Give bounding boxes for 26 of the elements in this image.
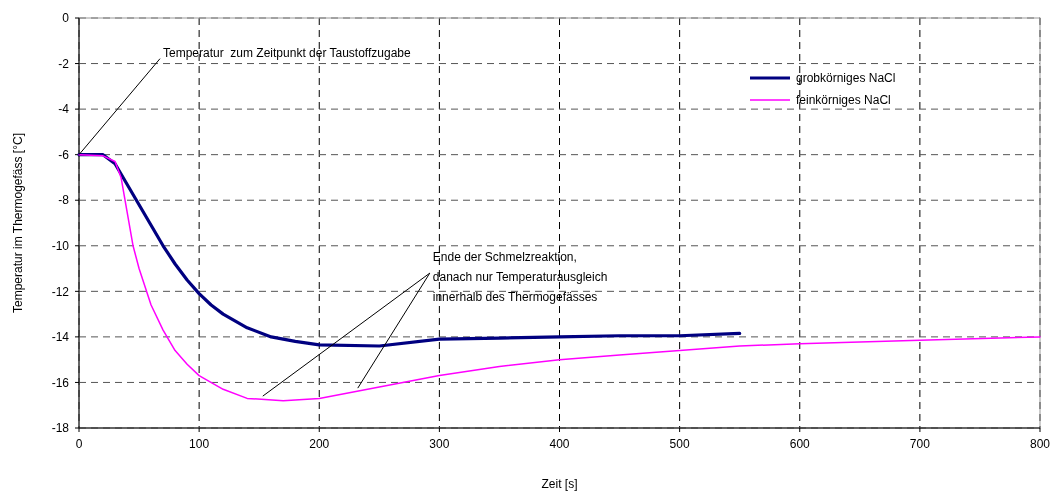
y-tick-label: -18 bbox=[51, 421, 70, 436]
y-tick-label: -10 bbox=[51, 238, 70, 253]
x-tick-label: 700 bbox=[909, 437, 931, 451]
line-series bbox=[78, 153, 1041, 402]
x-tick-label: 0 bbox=[75, 437, 83, 451]
y-tick-label: -4 bbox=[58, 102, 70, 117]
line-series bbox=[77, 153, 742, 348]
x-tick-label: 600 bbox=[789, 437, 811, 451]
legend-label: grobkörniges NaCl bbox=[796, 71, 896, 86]
x-tick-label: 100 bbox=[189, 437, 210, 451]
y-tick-label: 0 bbox=[62, 11, 70, 26]
x-tick-label: 200 bbox=[309, 437, 330, 451]
x-axis-title: Zeit [s] bbox=[541, 477, 578, 491]
y-axis-title: Temperatur im Thermogefäss [°C] bbox=[11, 133, 25, 313]
y-tick-label: -2 bbox=[58, 56, 70, 71]
x-tick-label: 400 bbox=[549, 437, 570, 451]
annotation: Temperatur zum Zeitpunkt der Taustoffzugabe bbox=[163, 45, 412, 60]
x-tick-label: 800 bbox=[1029, 437, 1051, 451]
y-tick-label: -16 bbox=[51, 375, 70, 390]
y-tick-label: -8 bbox=[58, 193, 70, 208]
y-tick-label: -6 bbox=[58, 147, 70, 162]
x-tick-label: 500 bbox=[669, 437, 690, 451]
y-tick-label: -12 bbox=[51, 284, 70, 299]
y-tick-label: -14 bbox=[51, 330, 70, 345]
legend-label: feinkörniges NaCl bbox=[796, 93, 891, 108]
x-tick-label: 300 bbox=[429, 437, 450, 451]
